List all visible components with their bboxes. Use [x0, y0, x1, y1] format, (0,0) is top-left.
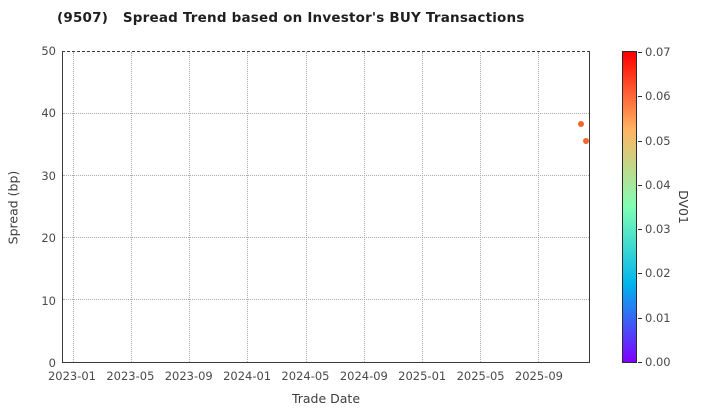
x-gridline [363, 52, 365, 362]
colorbar-tick-label: 0.06 [645, 89, 671, 104]
x-tick-label: 2023-01 [47, 369, 96, 383]
y-gridline [63, 113, 589, 114]
y-tick-label: 20 [41, 231, 56, 246]
colorbar-tick [638, 96, 642, 98]
x-gridline [538, 52, 540, 362]
y-tick-label: 30 [41, 168, 56, 183]
x-gridline [247, 52, 249, 362]
x-axis-label: Trade Date [291, 391, 361, 406]
y-gridline [63, 237, 589, 238]
colorbar-tick-label: 0.02 [645, 266, 671, 281]
x-gridline [480, 52, 481, 362]
colorbar-tick-label: 0.00 [645, 355, 671, 369]
x-gridline [421, 52, 423, 362]
colorbar-tick [638, 184, 642, 186]
x-tick-label: 2025-05 [456, 369, 505, 383]
colorbar-tick [638, 229, 642, 231]
colorbar-tick [638, 140, 642, 142]
y-gridline [63, 175, 589, 176]
colorbar-tick-label: 0.03 [645, 222, 671, 237]
x-gridline [189, 52, 191, 362]
chart-title: (9507) Spread Trend based on Investor's … [57, 10, 525, 26]
colorbar-tick [638, 273, 642, 275]
colorbar-tick-label: 0.07 [645, 45, 671, 59]
y-tick-label: 10 [41, 293, 56, 308]
x-tick-label: 2025-01 [398, 369, 447, 383]
colorbar-label: DV01 [676, 190, 691, 224]
x-gridline [305, 52, 307, 362]
y-tick-label: 50 [41, 44, 56, 58]
data-point [577, 120, 584, 127]
y-tick-label: 40 [41, 106, 56, 121]
x-tick-label: 2025-09 [514, 369, 563, 383]
colorbar-tick-label: 0.05 [645, 133, 671, 148]
plot-area [62, 51, 590, 363]
colorbar-tick [638, 362, 642, 363]
x-tick-label: 2023-09 [164, 369, 213, 383]
x-gridline [72, 52, 74, 362]
data-point [582, 138, 589, 145]
x-tick-label: 2024-01 [223, 369, 272, 383]
y-tick-label: 0 [48, 356, 56, 370]
colorbar: 0.00 0.01 0.02 0.03 0.04 0.05 0.06 0.07 [622, 45, 671, 369]
y-gridline [63, 299, 589, 300]
colorbar-tick [638, 52, 642, 53]
x-tick-label: 2023-05 [106, 369, 155, 383]
colorbar-tick-label: 0.04 [645, 177, 671, 192]
x-tick-label: 2024-09 [339, 369, 388, 383]
colorbar-tick [638, 317, 642, 319]
colorbar-tick-label: 0.01 [645, 310, 671, 325]
x-gridline [131, 52, 133, 362]
x-tick-label: 2024-05 [281, 369, 330, 383]
